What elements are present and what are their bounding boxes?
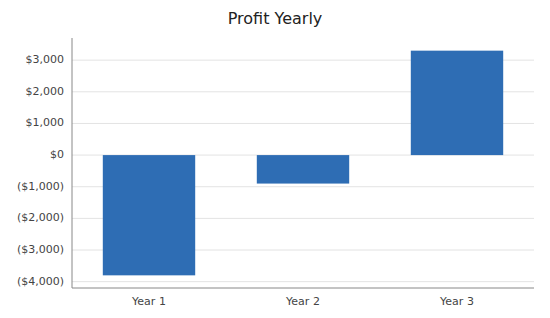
y-tick-label: ($3,000) (17, 243, 64, 256)
x-tick-label: Year 2 (285, 295, 320, 308)
y-tick-label: $1,000 (26, 116, 65, 129)
chart-svg: ($4,000) ($3,000) ($2,000) ($1,000) $0 $1,000… (0, 0, 550, 318)
y-tick-label: $3,000 (26, 53, 65, 66)
bar (411, 51, 503, 155)
y-tick-label: ($1,000) (17, 180, 64, 193)
bar (103, 155, 195, 275)
x-tick-label: Year 1 (131, 295, 166, 308)
page: {"chart_data": {"type": "bar", "title": … (0, 0, 550, 318)
x-axis-line (72, 288, 534, 289)
y-tick-label: $0 (50, 148, 64, 161)
grid-line (72, 281, 534, 282)
y-tick-label: ($4,000) (17, 275, 64, 288)
bar (257, 155, 349, 183)
bars (103, 51, 503, 276)
y-tick-label: $2,000 (26, 85, 65, 98)
y-tick-label: ($2,000) (17, 211, 64, 224)
chart-container: ($4,000) ($3,000) ($2,000) ($1,000) $0 $1,000… (0, 0, 550, 318)
title: Profit Yearly (228, 9, 323, 28)
x-tick-label: Year 3 (439, 295, 474, 308)
y-axis-line (72, 38, 73, 288)
